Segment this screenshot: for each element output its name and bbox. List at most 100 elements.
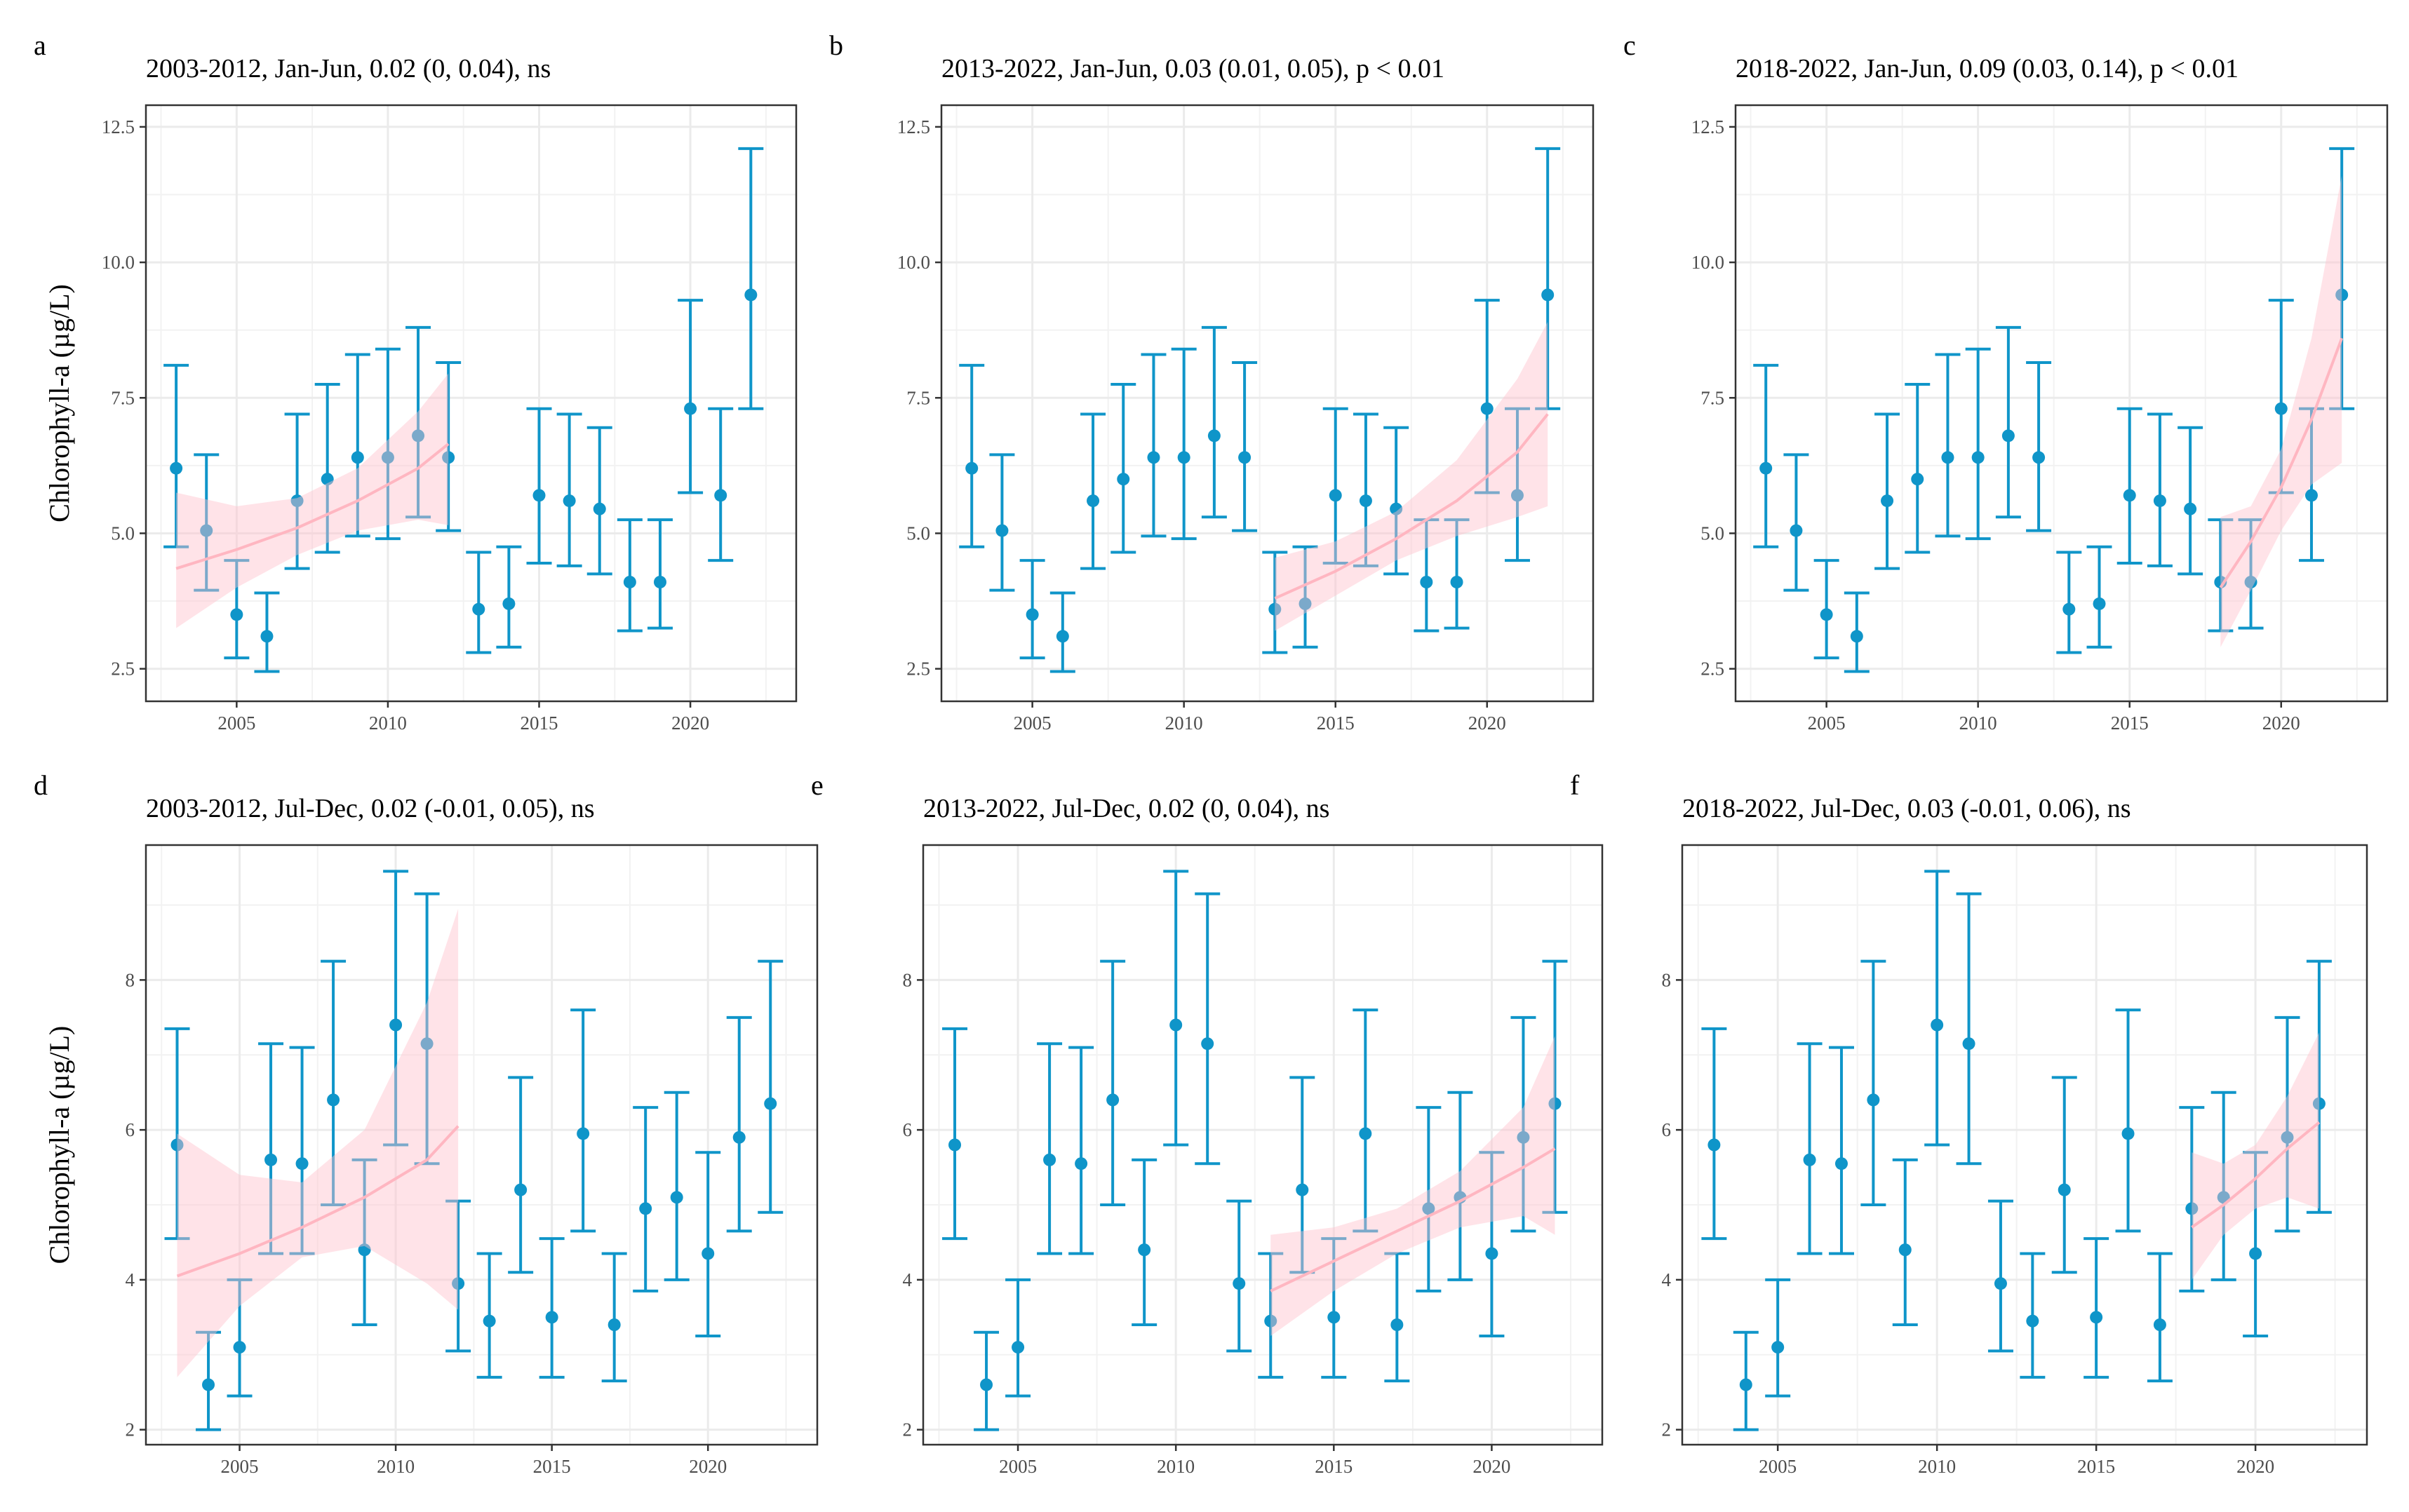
data-point <box>2153 1318 2166 1331</box>
data-point <box>2123 489 2136 502</box>
data-point <box>1233 1277 1246 1290</box>
y-tick-label: 2 <box>126 1419 135 1440</box>
panel-e: 2005 2010 2015 2020 2 4 6 8 2013-2022, Jul-Dec, … <box>811 769 1604 1477</box>
data-point <box>483 1314 496 1328</box>
data-point <box>295 1157 309 1170</box>
y-tick-label: 8 <box>1662 969 1672 990</box>
error-bar <box>1905 382 1931 554</box>
error-bar <box>708 407 734 562</box>
error-bar <box>1416 1106 1442 1292</box>
data-point <box>1117 473 1130 486</box>
data-point <box>2185 1202 2199 1215</box>
error-bar <box>1535 147 1561 410</box>
data-point <box>593 502 606 515</box>
error-bar <box>1797 1042 1823 1255</box>
data-point <box>702 1247 715 1260</box>
trend-confidence-band <box>1270 1036 1555 1337</box>
error-bar <box>1132 1158 1157 1326</box>
trend-confidence-band <box>2192 1032 2319 1280</box>
data-point <box>1420 576 1433 588</box>
data-point <box>472 602 485 616</box>
y-tick-label: 12.5 <box>1691 116 1724 137</box>
x-tick-label: 2010 <box>1918 1456 1956 1477</box>
data-point <box>1296 1183 1309 1196</box>
x-tick-label: 2010 <box>1959 713 1997 734</box>
error-bar <box>1935 353 1961 538</box>
y-tick-label: 2 <box>1662 1419 1672 1440</box>
error-bar <box>738 147 764 410</box>
data-point <box>1867 1093 1880 1107</box>
data-point <box>2184 502 2197 515</box>
data-point <box>1207 429 1221 443</box>
y-tick-label: 12.5 <box>102 116 135 137</box>
error-bar <box>678 299 704 494</box>
data-point <box>1075 1157 1088 1170</box>
data-point <box>2304 489 2318 502</box>
y-tick-label: 7.5 <box>111 387 135 408</box>
data-point <box>623 576 636 588</box>
error-bar <box>289 1046 315 1255</box>
data-point <box>1759 461 1773 475</box>
error-bar <box>1753 363 1779 548</box>
panel-b: 2005 2010 2015 2020 2.5 5.0 7.5 10.0 12.5 2013-20… <box>829 29 1595 734</box>
data-point <box>545 1311 558 1324</box>
y-tick-label: 2.5 <box>906 659 930 680</box>
error-bar <box>1163 870 1189 1147</box>
data-point <box>670 1191 683 1204</box>
data-point <box>200 524 213 537</box>
data-point <box>2001 429 2015 443</box>
panel-c: 2005 2010 2015 2020 2.5 5.0 7.5 10.0 12.5 2018-20… <box>1623 29 2389 734</box>
error-bar <box>556 412 582 567</box>
trend-confidence-band <box>177 908 459 1377</box>
data-point <box>389 1018 403 1032</box>
panel-title: 2013-2022, Jul-Dec, 0.02 (0, 0.04), ns <box>923 794 1329 823</box>
error-bar <box>526 407 552 565</box>
y-tick-label: 5.0 <box>906 522 930 544</box>
y-axis-label: Chlorophyll-a (µg/L) <box>43 1026 75 1264</box>
trend-line <box>2191 1121 2321 1229</box>
panel-d: 2005 2010 2015 2020 2 4 6 8 2003-2012, Jul-Dec, … <box>34 769 819 1477</box>
data-point <box>639 1202 652 1215</box>
data-point <box>608 1318 621 1331</box>
error-bar <box>1874 412 1900 570</box>
data-point <box>714 489 727 502</box>
error-bar <box>2208 518 2234 633</box>
error-bar <box>227 1278 253 1398</box>
y-tick-label: 12.5 <box>897 116 930 137</box>
data-point <box>1201 1037 1214 1051</box>
y-axis-label: Chlorophyll-a (µg/L) <box>43 284 75 522</box>
data-point <box>965 461 979 475</box>
x-tick-label: 2015 <box>1317 713 1355 734</box>
panel-title: 2013-2022, Jan-Jun, 0.03 (0.01, 0.05), p… <box>941 54 1444 83</box>
y-tick-label: 7.5 <box>906 387 930 408</box>
trend-line <box>1270 1147 1556 1292</box>
data-point <box>1898 1243 1912 1257</box>
panel-border <box>922 844 1604 1446</box>
data-point <box>2244 576 2257 588</box>
error-bar <box>351 1158 377 1326</box>
data-point <box>732 1130 746 1144</box>
x-tick-label: 2015 <box>2077 1456 2115 1477</box>
error-bar <box>1444 518 1470 630</box>
error-bar <box>1080 412 1106 570</box>
data-point <box>1707 1138 1721 1152</box>
error-bar <box>344 353 370 538</box>
trend-line <box>2219 337 2344 588</box>
x-tick-label: 2015 <box>1315 1456 1353 1477</box>
error-bar <box>1860 959 1886 1206</box>
error-bar <box>664 1091 690 1281</box>
data-point <box>1390 1318 1404 1331</box>
data-point <box>1087 494 1100 508</box>
y-tick-label: 6 <box>903 1119 913 1140</box>
error-bar <box>1383 426 1409 576</box>
data-point <box>2335 288 2349 302</box>
panel-letter: f <box>1570 769 1580 801</box>
data-point <box>1147 451 1160 464</box>
data-point <box>1359 494 1372 508</box>
panel-border <box>145 844 819 1446</box>
error-bar <box>375 347 401 541</box>
trend-confidence-band <box>1275 322 1548 631</box>
data-point <box>1264 1314 1277 1328</box>
error-bar <box>1037 1042 1063 1255</box>
error-bar <box>1701 1027 1727 1241</box>
